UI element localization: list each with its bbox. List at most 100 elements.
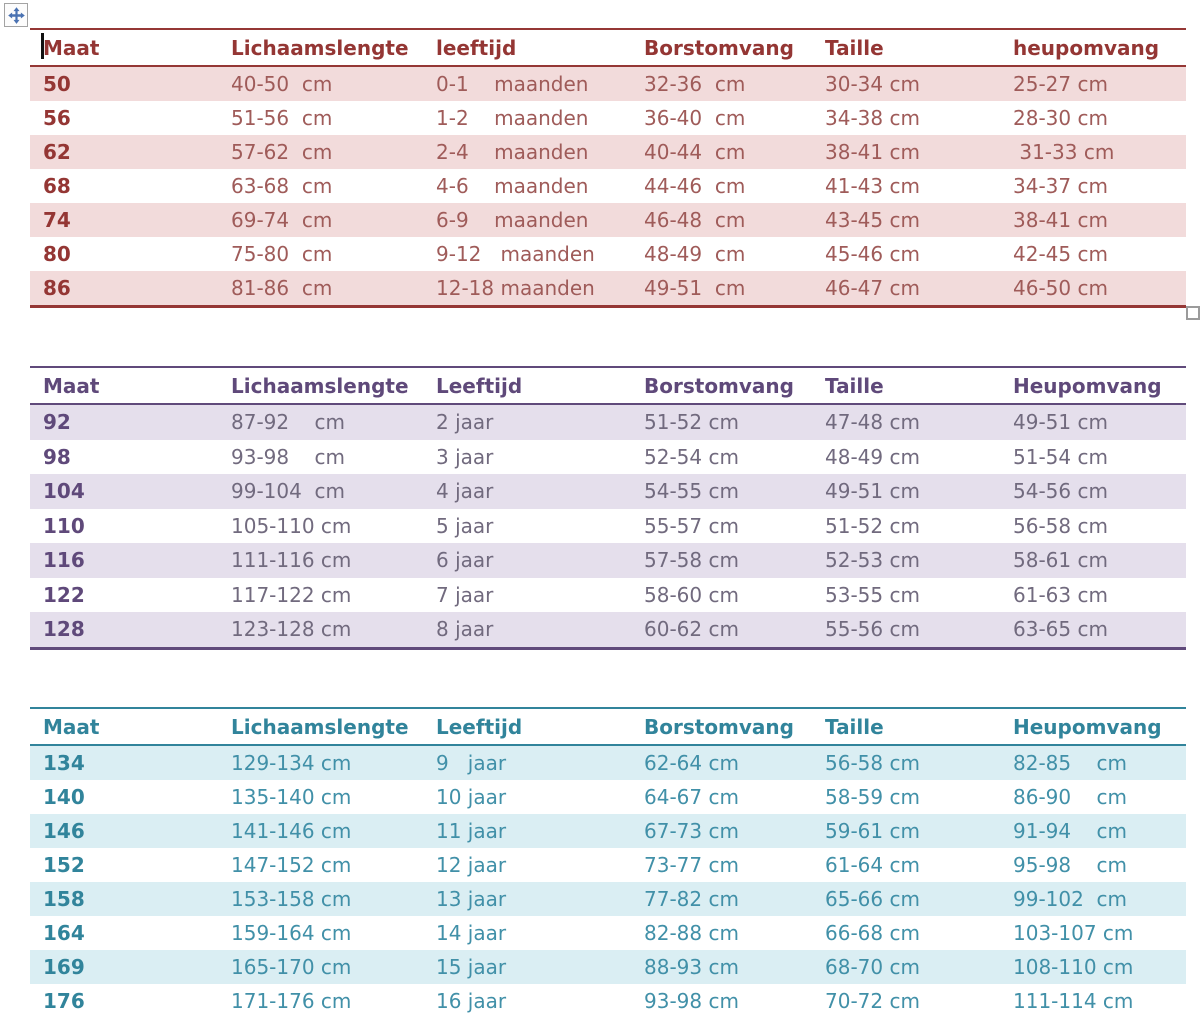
measurement-cell: 51-52 cm (825, 513, 920, 538)
table-row: 110 105-110 cm 5 jaar 55-57 cm 51-52 cm 56-58… (30, 509, 1186, 544)
size-cell: 146 (43, 819, 85, 843)
measurement-cell: 105-110 cm (231, 513, 352, 538)
measurement-cell: 58-61 cm (1013, 548, 1108, 573)
move-arrows-icon (7, 6, 26, 25)
size-cell: 158 (43, 887, 85, 911)
table-row: 152 147-152 cm 12 jaar 73-77 cm 61-64 cm 95-9… (30, 848, 1186, 882)
measurement-cell: 82-85 cm (1013, 751, 1128, 775)
measurement-cell: 0-1 maanden (436, 72, 589, 96)
measurement-cell: 55-56 cm (812, 612, 1000, 650)
column-header: Maat (30, 366, 218, 405)
measurement-cell: 6-9 maanden (436, 208, 589, 232)
measurement-cell: 40-44 cm (644, 140, 746, 164)
measurement-cell: 46-48 cm (644, 208, 746, 232)
table-row: 98 93-98 cm 3 jaar 52-54 cm 48-49 cm 51-54 cm (30, 440, 1186, 475)
size-cell: 128 (30, 612, 218, 650)
column-header: Borstomvang (631, 28, 812, 67)
column-header: Lichaamslengte (218, 366, 423, 405)
table-resize-handle[interactable] (1186, 306, 1200, 320)
measurement-cell: 42-45 cm (1013, 242, 1108, 266)
measurement-cell: 55-57 cm (644, 513, 739, 538)
measurement-cell: 48-49 cm (825, 444, 920, 469)
table-row: 140 135-140 cm 10 jaar 64-67 cm 58-59 cm 86-9… (30, 780, 1186, 814)
table-row: 56 51-56 cm 1-2 maanden 36-40 cm 34-38 cm 28-… (30, 101, 1186, 135)
column-header: Heupomvang (1000, 366, 1186, 405)
measurement-cell: 59-61 cm (825, 819, 920, 843)
column-header: Taille (812, 707, 1000, 746)
table-row: 74 69-74 cm 6-9 maanden 46-48 cm 43-45 cm 38-… (30, 203, 1186, 237)
measurement-cell: 77-82 cm (644, 887, 739, 911)
measurement-cell: 4-6 maanden (436, 174, 589, 198)
size-cell: 104 (43, 479, 85, 504)
measurement-cell: 58-60 cm (644, 582, 739, 607)
size-cell: 176 (30, 984, 218, 1017)
measurement-cell: 36-40 cm (644, 106, 746, 130)
measurement-cell: 51-56 cm (231, 106, 333, 130)
measurement-cell: 6 jaar (436, 548, 494, 573)
size-cell: 80 (43, 242, 71, 266)
measurement-cell: 32-36 cm (644, 72, 746, 96)
measurement-cell: 41-43 cm (825, 174, 920, 198)
measurement-cell: 3 jaar (436, 444, 494, 469)
measurement-cell: 9-12 maanden (436, 242, 595, 266)
table-row: 122 117-122 cm 7 jaar 58-60 cm 53-55 cm 61-63… (30, 578, 1186, 613)
measurement-cell: 58-59 cm (825, 785, 920, 809)
measurement-cell: 147-152 cm (231, 853, 352, 877)
measurement-cell: 1-2 maanden (436, 106, 589, 130)
measurement-cell: 8 jaar (423, 612, 631, 650)
measurement-cell: 30-34 cm (825, 72, 920, 96)
table-row: 158 153-158 cm 13 jaar 77-82 cm 65-66 cm 99-1… (30, 882, 1186, 916)
measurement-cell: 129-134 cm (231, 751, 352, 775)
header-row: Maat Lichaamslengte leeftijd Borstomvang Tai… (30, 28, 1186, 67)
table-row: 169 165-170 cm 15 jaar 88-93 cm 68-70 cm 108-… (30, 950, 1186, 984)
measurement-cell: 93-98 cm (631, 984, 812, 1017)
measurement-cell: 63-68 cm (231, 174, 333, 198)
measurement-cell: 14 jaar (436, 921, 507, 945)
measurement-cell: 88-93 cm (644, 955, 739, 979)
measurement-cell: 68-70 cm (825, 955, 920, 979)
measurement-cell: 40-50 cm (231, 72, 333, 96)
table-row: 134 129-134 cm 9 jaar 62-64 cm 56-58 cm 82-85… (30, 745, 1186, 780)
measurement-cell: 69-74 cm (231, 208, 333, 232)
column-header: Lichaamslengte (218, 707, 423, 746)
table-row: 116 111-116 cm 6 jaar 57-58 cm 52-53 cm 58-61… (30, 543, 1186, 578)
size-cell: 169 (43, 955, 85, 979)
measurement-cell: 141-146 cm (231, 819, 352, 843)
measurement-cell: 159-164 cm (231, 921, 352, 945)
measurement-cell: 123-128 cm (218, 612, 423, 650)
size-cell: 134 (43, 751, 85, 775)
measurement-cell: 7 jaar (436, 582, 494, 607)
size-table-kids: Maat Lichaamslengte Leeftijd Borstomvang Tai… (30, 707, 1186, 1017)
measurement-cell: 95-98 cm (1013, 853, 1128, 877)
table-row: 128 123-128 cm 8 jaar 60-62 cm 55-56 cm 63-65… (30, 612, 1186, 650)
measurement-cell: 82-88 cm (644, 921, 739, 945)
measurement-cell: 62-64 cm (644, 751, 739, 775)
measurement-cell: 51-52 cm (644, 410, 739, 435)
measurement-cell: 47-48 cm (825, 410, 920, 435)
size-cell: 56 (43, 106, 71, 130)
measurement-cell: 57-58 cm (644, 548, 739, 573)
measurement-cell: 108-110 cm (1013, 955, 1134, 979)
size-cell: 116 (43, 548, 85, 573)
measurement-cell: 45-46 cm (825, 242, 920, 266)
table-move-handle[interactable] (4, 3, 28, 27)
measurement-cell: 117-122 cm (231, 582, 352, 607)
size-cell: 110 (43, 513, 85, 538)
table-row: 92 87-92 cm 2 jaar 51-52 cm 47-48 cm 49-51 cm (30, 404, 1186, 440)
measurement-cell: 171-176 cm (218, 984, 423, 1017)
measurement-cell: 87-92 cm (231, 410, 346, 435)
size-cell: 122 (43, 582, 85, 607)
table-row: 68 63-68 cm 4-6 maanden 44-46 cm 41-43 cm 34-… (30, 169, 1186, 203)
measurement-cell: 43-45 cm (825, 208, 920, 232)
column-header: Taille (812, 28, 1000, 67)
table-row: 176 171-176 cm 16 jaar 93-98 cm 70-72 cm 111-… (30, 984, 1186, 1017)
measurement-cell: 11 jaar (436, 819, 507, 843)
table-row: 104 99-104 cm 4 jaar 54-55 cm 49-51 cm 54-56 … (30, 474, 1186, 509)
measurement-cell: 9 jaar (436, 751, 507, 775)
measurement-cell: 5 jaar (436, 513, 494, 538)
measurement-cell: 64-67 cm (644, 785, 739, 809)
size-cell: 74 (43, 208, 71, 232)
measurement-cell: 10 jaar (436, 785, 507, 809)
measurement-cell: 12 jaar (436, 853, 507, 877)
measurement-cell: 38-41 cm (825, 140, 920, 164)
